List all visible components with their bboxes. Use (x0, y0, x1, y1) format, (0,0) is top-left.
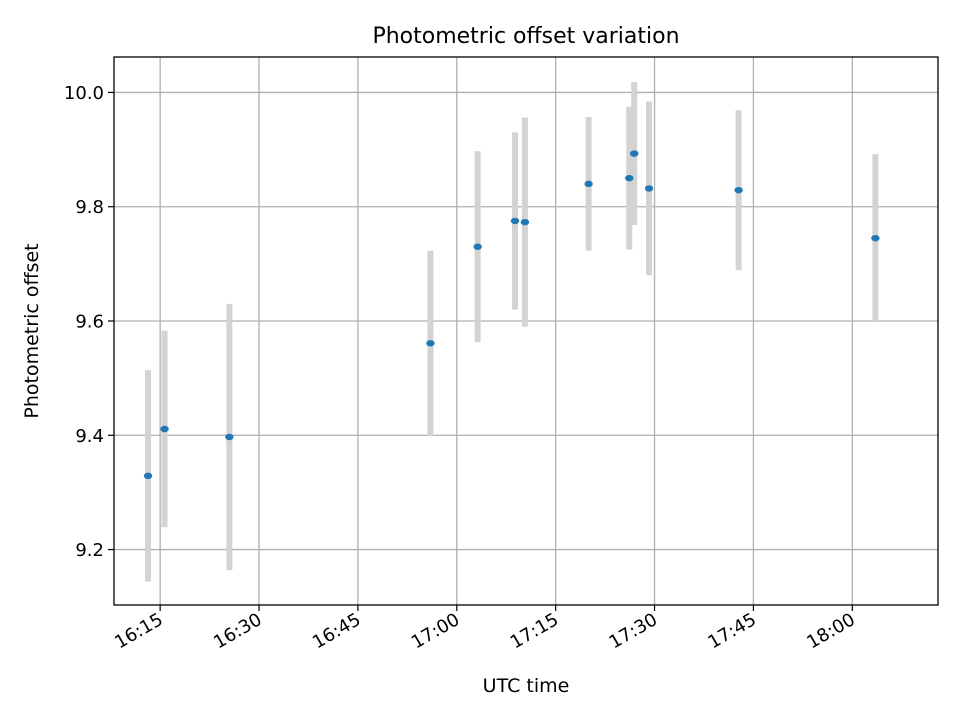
data-point (625, 174, 634, 182)
data-point (426, 340, 435, 347)
data-point (630, 150, 639, 157)
y-tick-label: 10.0 (64, 83, 104, 104)
data-point (143, 472, 153, 480)
point-layer (143, 150, 880, 480)
y-tick-label: 9.8 (75, 197, 104, 218)
y-tick-label: 9.2 (75, 540, 104, 561)
data-point (225, 433, 234, 441)
data-point (734, 186, 743, 194)
data-point (584, 180, 593, 188)
grid-layer (114, 57, 938, 605)
x-axis-label: UTC time (483, 675, 570, 697)
data-point (160, 425, 169, 433)
y-axis-label: Photometric offset (21, 243, 43, 418)
chart-title: Photometric offset variation (372, 24, 679, 49)
plot-frame (113, 56, 939, 606)
y-tick-label: 9.4 (75, 426, 104, 447)
data-point (520, 218, 530, 226)
data-point (510, 217, 520, 225)
data-point (473, 243, 482, 250)
data-point (871, 234, 880, 242)
data-point (644, 185, 654, 192)
y-tick-label: 9.6 (75, 312, 104, 333)
